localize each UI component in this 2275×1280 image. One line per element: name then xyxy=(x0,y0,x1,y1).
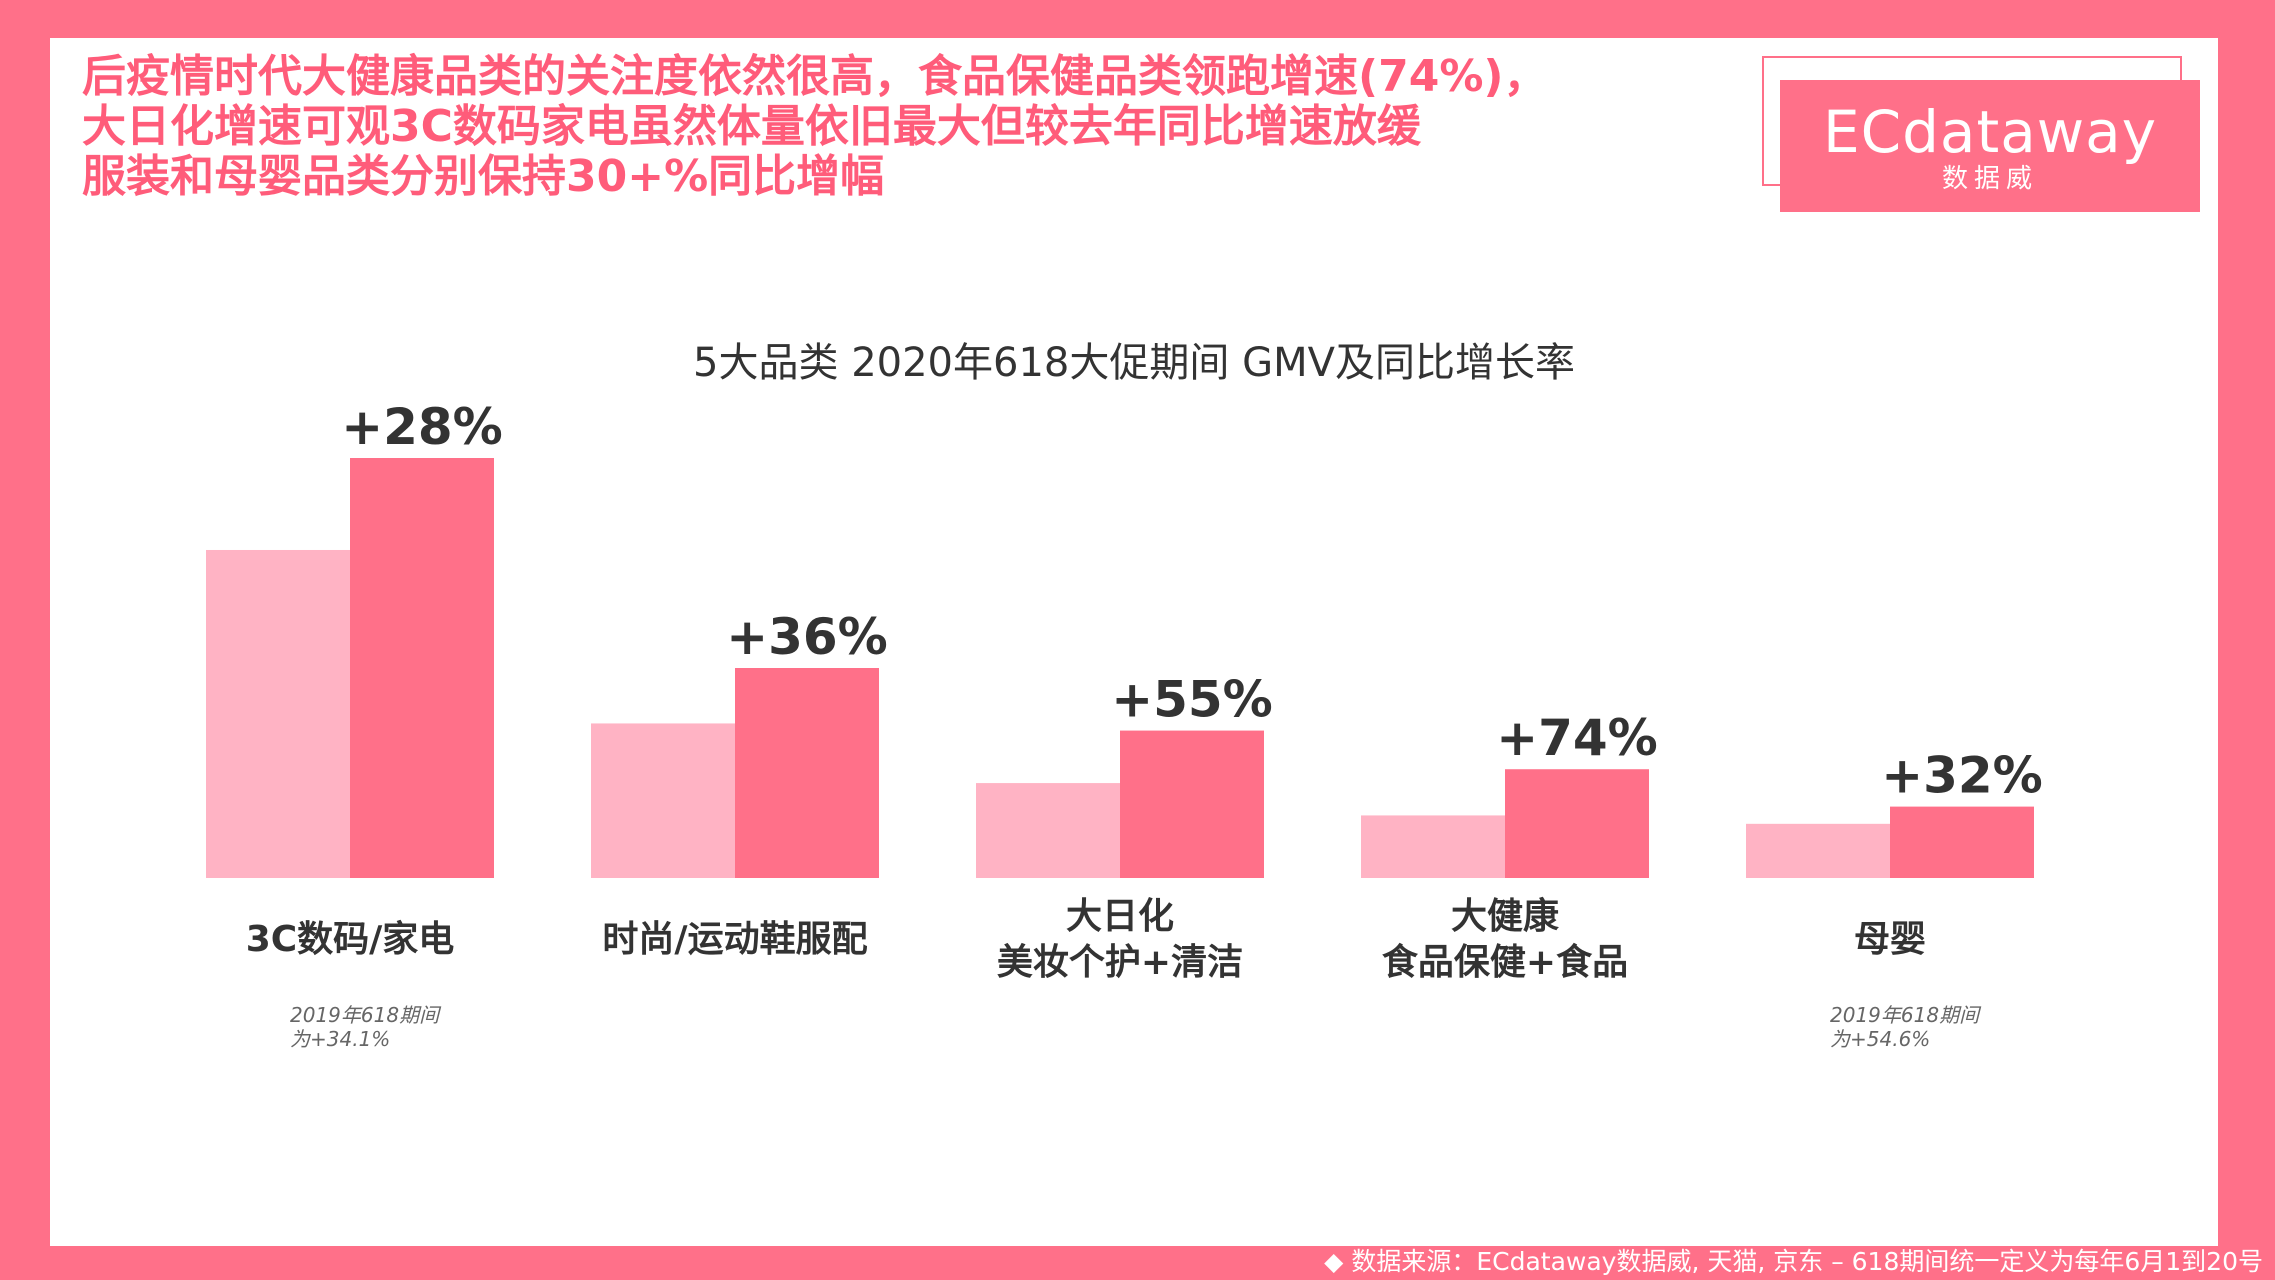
headline: 后疫情时代大健康品类的关注度依然很高，食品保健品类领跑增速(74%)， 大日化增… xyxy=(82,52,1722,202)
category-label-0-0: 3C数码/家电 xyxy=(246,919,455,960)
bar-2020-3 xyxy=(1505,769,1649,878)
category-label-4-0: 母婴 xyxy=(1854,919,1926,960)
bar-2020-4 xyxy=(1890,806,2034,878)
growth-label-2: +55% xyxy=(1111,671,1273,729)
growth-label-1: +36% xyxy=(726,608,888,666)
category-label-3-1: 食品保健+食品 xyxy=(1382,942,1628,983)
headline-line-3: 服装和母婴品类分别保持30+%同比增幅 xyxy=(82,151,885,202)
bar-2019-3 xyxy=(1361,815,1505,878)
category-label-2-1: 美妆个护+清洁 xyxy=(997,942,1243,983)
logo-subtitle: 数据威 xyxy=(1941,164,2038,194)
category-label-1-0: 时尚/运动鞋服配 xyxy=(602,919,867,960)
bar-2020-0 xyxy=(350,458,494,878)
growth-label-4: +32% xyxy=(1881,747,2043,805)
category-label-2-0: 大日化 xyxy=(1066,896,1174,937)
category-note-4-0: 2019年618期间 xyxy=(1830,1003,1982,1027)
logo: ECdataway 数据威 xyxy=(1780,80,2200,212)
headline-line-2: 大日化增速可观3C数码家电虽然体量依旧最大但较去年同比增速放缓 xyxy=(82,101,1421,152)
bar-2020-2 xyxy=(1120,730,1264,878)
bar-2019-4 xyxy=(1746,823,1890,878)
bar-2019-0 xyxy=(206,549,350,878)
bar-chart: +28%3C数码/家电2019年618期间为+34.1%+36%时尚/运动鞋服配… xyxy=(206,398,2043,1051)
bar-2019-1 xyxy=(591,723,735,878)
bar-2019-2 xyxy=(976,783,1120,878)
growth-label-0: +28% xyxy=(341,398,503,456)
data-source-footer: ◆ 数据来源：ECdataway数据威, 天猫, 京东 – 618期间统一定义为… xyxy=(1324,1247,2263,1276)
bar-2020-1 xyxy=(735,668,879,878)
growth-label-3: +74% xyxy=(1496,709,1658,767)
slide-panel: 后疫情时代大健康品类的关注度依然很高，食品保健品类领跑增速(74%)， 大日化增… xyxy=(50,38,2218,1246)
category-label-3-0: 大健康 xyxy=(1451,895,1559,937)
category-note-4-1: 为+54.6% xyxy=(1830,1027,1930,1051)
chart-title: 5大品类 2020年618大促期间 GMV及同比增长率 xyxy=(693,340,1575,386)
logo-brand: ECdataway xyxy=(1822,98,2158,166)
category-note-0-1: 为+34.1% xyxy=(290,1027,390,1051)
category-note-0-0: 2019年618期间 xyxy=(290,1003,442,1027)
headline-line-1: 后疫情时代大健康品类的关注度依然很高，食品保健品类领跑增速(74%)， xyxy=(82,51,1548,102)
